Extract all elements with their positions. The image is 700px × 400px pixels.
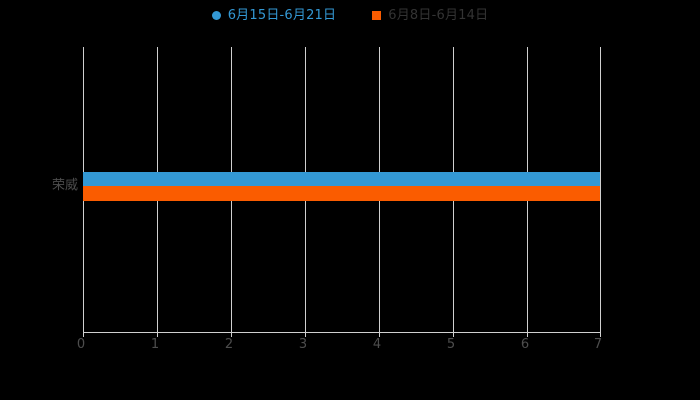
bar-series-0-category-0[interactable] — [83, 172, 600, 186]
legend-label-series-1: 6月8日-6月14日 — [388, 7, 489, 23]
x-tick-mark-4 — [379, 332, 380, 337]
x-tick-label-1: 1 — [150, 337, 160, 352]
legend-item-series-1[interactable]: 6月8日-6月14日 — [372, 4, 488, 26]
x-tick-label-6: 6 — [520, 337, 530, 352]
chart-legend: 6月15日-6月21日 6月8日-6月14日 — [0, 4, 700, 26]
x-tick-mark-5 — [453, 332, 454, 337]
x-tick-label-5: 5 — [446, 337, 456, 352]
x-tick-label-2: 2 — [224, 337, 234, 352]
x-axis-line — [83, 332, 601, 333]
legend-label-series-0: 6月15日-6月21日 — [227, 7, 337, 23]
legend-item-series-0[interactable]: 6月15日-6月21日 — [211, 4, 337, 26]
square-marker-icon — [372, 10, 382, 20]
bar-series-1-category-0[interactable] — [83, 186, 600, 201]
x-tick-label-7: 7 — [593, 337, 603, 352]
x-tick-mark-2 — [231, 332, 232, 337]
x-tick-mark-0 — [83, 332, 84, 337]
y-axis-category-label-0: 荣威 — [51, 178, 78, 193]
x-tick-mark-7 — [600, 332, 601, 337]
x-tick-mark-1 — [157, 332, 158, 337]
gridline-7 — [600, 47, 601, 332]
x-tick-mark-6 — [527, 332, 528, 337]
circle-marker-icon — [211, 10, 221, 20]
x-tick-label-4: 4 — [372, 337, 382, 352]
x-tick-label-3: 3 — [298, 337, 308, 352]
plot-area — [83, 47, 601, 332]
x-tick-label-0: 0 — [76, 337, 86, 352]
x-tick-mark-3 — [305, 332, 306, 337]
